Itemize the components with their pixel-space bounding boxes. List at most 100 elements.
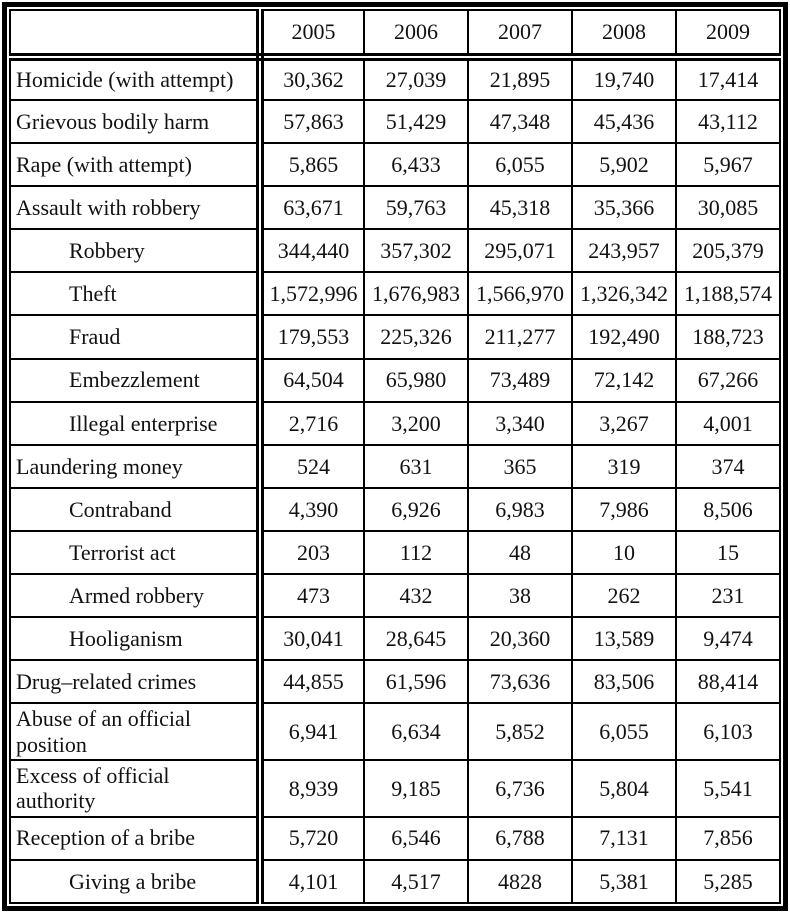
cell-value: 6,926	[363, 486, 469, 532]
cell-value: 8,939	[259, 758, 365, 818]
row-label: Homicide (with attempt)	[9, 55, 264, 102]
cell-value: 19,740	[571, 55, 677, 102]
table-row: Armed robbery 473 432 38 262 231	[9, 572, 781, 619]
row-label: Fraud	[9, 314, 264, 360]
table-row: Grievous bodily harm 57,863 51,429 47,348 4…	[9, 99, 781, 145]
cell-value: 4,101	[259, 858, 365, 905]
cell-value: 225,326	[363, 314, 469, 360]
row-label: Contraband	[9, 486, 264, 532]
cell-value: 5,381	[571, 858, 677, 905]
cell-value: 4,390	[259, 486, 365, 532]
table-row: Fraud 179,553 225,326 211,277 192,490 188,72…	[9, 314, 781, 360]
cell-value: 5,865	[259, 142, 365, 188]
header-year-2006: 2006	[363, 9, 469, 61]
cell-value: 83,506	[571, 659, 677, 705]
cell-value: 4,001	[675, 400, 781, 446]
cell-value: 374	[675, 443, 781, 489]
row-label: Excess of official authority	[9, 758, 264, 818]
cell-value: 47,348	[467, 99, 573, 145]
cell-value: 6,736	[467, 758, 573, 818]
cell-value: 5,285	[675, 858, 781, 905]
cell-value: 5,720	[259, 815, 365, 861]
table-row: Excess of official authority 8,939 9,185 6…	[9, 758, 781, 818]
cell-value: 631	[363, 443, 469, 489]
row-label: Illegal enterprise	[9, 400, 264, 446]
cell-value: 231	[675, 572, 781, 619]
cell-value: 6,634	[363, 702, 469, 761]
crime-statistics-table: 2005 2006 2007 2008 2009 Homicide (with atte…	[9, 9, 781, 905]
cell-value: 179,553	[259, 314, 365, 360]
cell-value: 319	[571, 443, 677, 489]
cell-value: 192,490	[571, 314, 677, 360]
cell-value: 295,071	[467, 228, 573, 274]
cell-value: 7,986	[571, 486, 677, 532]
cell-value: 432	[363, 572, 469, 619]
header-year-2009: 2009	[675, 9, 781, 61]
cell-value: 5,804	[571, 758, 677, 818]
cell-value: 28,645	[363, 616, 469, 662]
cell-value: 45,436	[571, 99, 677, 145]
cell-value: 20,360	[467, 616, 573, 662]
cell-value: 10	[571, 529, 677, 575]
cell-value: 45,318	[467, 185, 573, 231]
header-year-2005: 2005	[259, 9, 365, 61]
cell-value: 6,941	[259, 702, 365, 761]
row-label: Theft	[9, 271, 264, 317]
cell-value: 61,596	[363, 659, 469, 705]
cell-value: 1,676,983	[363, 271, 469, 317]
cell-value: 5,902	[571, 142, 677, 188]
cell-value: 30,362	[259, 55, 365, 102]
cell-value: 3,200	[363, 400, 469, 446]
header-year-2008: 2008	[571, 9, 677, 61]
table-row: Robbery 344,440 357,302 295,071 243,957 205,…	[9, 228, 781, 274]
table-body: Homicide (with attempt) 30,362 27,039 21,8…	[9, 55, 781, 905]
cell-value: 3,267	[571, 400, 677, 446]
cell-value: 7,131	[571, 815, 677, 861]
table-row: Drug–related crimes 44,855 61,596 73,636 83…	[9, 659, 781, 705]
cell-value: 2,716	[259, 400, 365, 446]
cell-value: 5,541	[675, 758, 781, 818]
cell-value: 63,671	[259, 185, 365, 231]
cell-value: 9,185	[363, 758, 469, 818]
cell-value: 57,863	[259, 99, 365, 145]
cell-value: 357,302	[363, 228, 469, 274]
cell-value: 27,039	[363, 55, 469, 102]
cell-value: 7,856	[675, 815, 781, 861]
cell-value: 8,506	[675, 486, 781, 532]
cell-value: 205,379	[675, 228, 781, 274]
cell-value: 44,855	[259, 659, 365, 705]
table-row: Theft 1,572,996 1,676,983 1,566,970 1,326,3…	[9, 271, 781, 317]
cell-value: 88,414	[675, 659, 781, 705]
table-row: Homicide (with attempt) 30,362 27,039 21,8…	[9, 55, 781, 102]
table-row: Reception of a bribe 5,720 6,546 6,788 7,13…	[9, 815, 781, 861]
cell-value: 365	[467, 443, 573, 489]
cell-value: 30,041	[259, 616, 365, 662]
row-label: Armed robbery	[9, 572, 264, 619]
cell-value: 6,546	[363, 815, 469, 861]
cell-value: 43,112	[675, 99, 781, 145]
cell-value: 6,055	[571, 702, 677, 761]
cell-value: 65,980	[363, 357, 469, 403]
cell-value: 5,852	[467, 702, 573, 761]
cell-value: 6,055	[467, 142, 573, 188]
row-label: Assault with robbery	[9, 185, 264, 231]
cell-value: 13,589	[571, 616, 677, 662]
table-row: Rape (with attempt) 5,865 6,433 6,055 5,902…	[9, 142, 781, 188]
row-label: Drug–related crimes	[9, 659, 264, 705]
cell-value: 4828	[467, 858, 573, 905]
cell-value: 3,340	[467, 400, 573, 446]
table-row: Terrorist act 203 112 48 10 15	[9, 529, 781, 575]
row-label: Laundering money	[9, 443, 264, 489]
cell-value: 344,440	[259, 228, 365, 274]
table-row: Contraband 4,390 6,926 6,983 7,986 8,506	[9, 486, 781, 532]
cell-value: 15	[675, 529, 781, 575]
header-row: 2005 2006 2007 2008 2009	[9, 9, 781, 61]
cell-value: 5,967	[675, 142, 781, 188]
cell-value: 203	[259, 529, 365, 575]
cell-value: 6,983	[467, 486, 573, 532]
cell-value: 48	[467, 529, 573, 575]
cell-value: 6,103	[675, 702, 781, 761]
row-label: Abuse of an official position	[9, 702, 264, 761]
cell-value: 1,572,996	[259, 271, 365, 317]
